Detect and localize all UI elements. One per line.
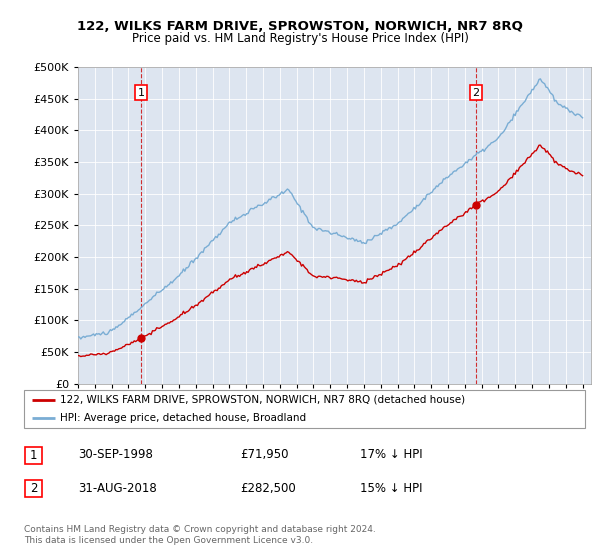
Text: Price paid vs. HM Land Registry's House Price Index (HPI): Price paid vs. HM Land Registry's House …: [131, 32, 469, 45]
Text: 15% ↓ HPI: 15% ↓ HPI: [360, 482, 422, 495]
Text: 2: 2: [30, 482, 37, 496]
Text: £71,950: £71,950: [240, 448, 289, 461]
Text: 2: 2: [473, 87, 479, 97]
Text: 17% ↓ HPI: 17% ↓ HPI: [360, 448, 422, 461]
FancyBboxPatch shape: [25, 447, 42, 464]
Text: Contains HM Land Registry data © Crown copyright and database right 2024.
This d: Contains HM Land Registry data © Crown c…: [24, 525, 376, 545]
Text: 1: 1: [30, 449, 37, 462]
FancyBboxPatch shape: [25, 480, 42, 497]
Text: HPI: Average price, detached house, Broadland: HPI: Average price, detached house, Broa…: [61, 413, 307, 423]
Text: £282,500: £282,500: [240, 482, 296, 495]
Text: 31-AUG-2018: 31-AUG-2018: [78, 482, 157, 495]
Text: 122, WILKS FARM DRIVE, SPROWSTON, NORWICH, NR7 8RQ (detached house): 122, WILKS FARM DRIVE, SPROWSTON, NORWIC…: [61, 395, 466, 405]
Text: 30-SEP-1998: 30-SEP-1998: [78, 448, 153, 461]
FancyBboxPatch shape: [24, 390, 585, 428]
Text: 122, WILKS FARM DRIVE, SPROWSTON, NORWICH, NR7 8RQ: 122, WILKS FARM DRIVE, SPROWSTON, NORWIC…: [77, 20, 523, 32]
Text: 1: 1: [137, 87, 145, 97]
